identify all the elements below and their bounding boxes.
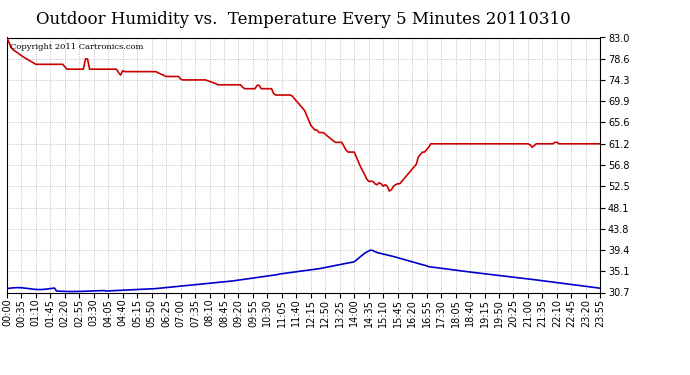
Text: Outdoor Humidity vs.  Temperature Every 5 Minutes 20110310: Outdoor Humidity vs. Temperature Every 5… — [37, 11, 571, 28]
Text: Copyright 2011 Cartronics.com: Copyright 2011 Cartronics.com — [10, 43, 144, 51]
